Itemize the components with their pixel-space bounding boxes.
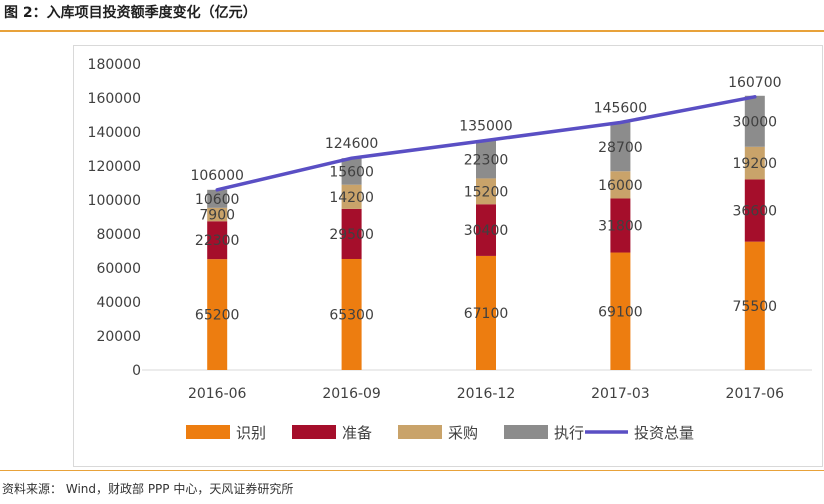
y-tick-label: 20000 [96, 329, 141, 345]
x-tick-label: 2017-03 [591, 386, 650, 402]
legend-swatch [398, 425, 442, 439]
legend-label: 采购 [448, 424, 478, 442]
data-label: 30000 [733, 114, 778, 130]
legend-label: 执行 [554, 424, 584, 442]
data-label: 31800 [598, 219, 643, 235]
source-note: 资料来源： Wind，财政部 PPP 中心，天风证券研究所 [2, 480, 293, 497]
data-label: 65300 [329, 307, 374, 323]
chart-panel [73, 45, 823, 467]
data-label: 30400 [464, 223, 509, 239]
bar-segment [341, 158, 362, 185]
source-text: Wind，财政部 PPP 中心，天风证券研究所 [65, 482, 294, 496]
x-tick-label: 2017-06 [726, 386, 785, 402]
legend-swatch [292, 425, 336, 439]
data-label: 15200 [464, 184, 509, 200]
data-label: 7900 [199, 208, 235, 224]
bar-segment [610, 252, 631, 370]
y-tick-label: 0 [132, 363, 141, 379]
y-tick-label: 140000 [88, 125, 141, 141]
bar-segment [476, 178, 496, 205]
legend-label: 投资总量 [634, 424, 694, 442]
data-label: 36600 [733, 204, 778, 220]
total-label: 160700 [728, 75, 781, 91]
data-label: 22300 [195, 233, 240, 249]
bar-segment [610, 122, 631, 172]
data-label: 75500 [733, 299, 778, 315]
total-label: 106000 [190, 168, 243, 184]
y-tick-label: 180000 [88, 57, 141, 73]
legend-label: 识别 [236, 424, 266, 442]
bar-segment [744, 95, 765, 147]
title-divider [0, 30, 824, 32]
data-label: 29500 [329, 227, 374, 243]
bar-segment [207, 259, 228, 370]
legend-label: 准备 [342, 424, 372, 442]
total-series-line [215, 95, 757, 192]
bar-segment [207, 221, 228, 260]
data-label: 19200 [733, 156, 778, 172]
y-tick-label: 160000 [88, 91, 141, 107]
source-label: 资料来源： [2, 482, 63, 496]
bar-segment [476, 255, 496, 370]
bar-segment [744, 146, 765, 180]
x-tick-label: 2016-12 [457, 386, 516, 402]
data-label: 10600 [195, 192, 240, 208]
y-tick-label: 40000 [96, 295, 141, 311]
y-tick-label: 100000 [88, 193, 141, 209]
bar-segment [744, 179, 765, 242]
bar-segment [341, 184, 362, 209]
data-label: 15600 [329, 164, 374, 180]
bar-segment [610, 171, 631, 199]
bar-segment [207, 189, 228, 208]
x-tick-label: 2016-06 [188, 386, 247, 402]
total-label: 145600 [594, 100, 647, 116]
legend-swatch [186, 425, 230, 439]
bar-segment [341, 208, 362, 259]
bar-segment [610, 198, 631, 253]
source-divider [0, 470, 824, 471]
data-label: 22300 [464, 152, 509, 168]
bar-segment [476, 204, 496, 256]
data-label: 28700 [598, 140, 643, 156]
total-label: 124600 [325, 136, 378, 152]
data-label: 16000 [598, 178, 643, 194]
data-label: 69100 [598, 304, 643, 320]
y-tick-label: 60000 [96, 261, 141, 277]
legend-swatch [504, 425, 548, 439]
figure-title: 图 2：入库项目投资额季度变化（亿元） [4, 5, 257, 21]
bar-segment [341, 258, 362, 370]
total-label: 135000 [459, 119, 512, 135]
bar-segment [207, 207, 228, 222]
x-tick-label: 2016-09 [322, 386, 381, 402]
bar-segment [744, 241, 765, 370]
y-tick-label: 120000 [88, 159, 141, 175]
data-label: 65200 [195, 308, 240, 324]
y-tick-label: 80000 [96, 227, 141, 243]
data-label: 67100 [464, 306, 509, 322]
data-label: 14200 [329, 190, 374, 206]
bar-segment [476, 140, 496, 179]
